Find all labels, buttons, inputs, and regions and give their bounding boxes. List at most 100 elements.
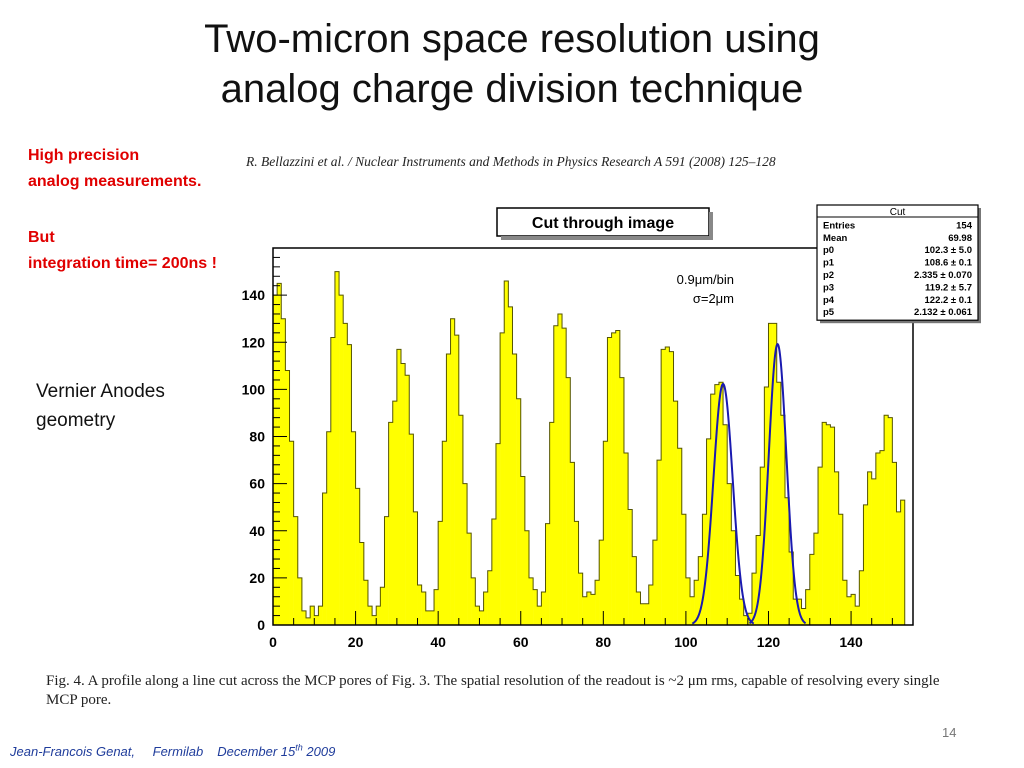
histogram-bin [396, 349, 402, 625]
x-tick-label: 0 [269, 634, 277, 650]
histogram-bin [557, 313, 563, 625]
histogram-bin [450, 318, 455, 625]
histogram-bin [628, 509, 633, 625]
histogram-bin [318, 606, 323, 625]
histogram-bin [285, 370, 290, 625]
histogram-bin [846, 596, 852, 625]
chart-title-box: Cut through image [496, 207, 713, 240]
histogram-bin [743, 615, 749, 625]
title-line-2: analog charge division technique [220, 67, 804, 111]
footer-date: December 15th 2009 [217, 743, 335, 760]
histogram-bin [388, 422, 393, 625]
histogram-bin [776, 382, 782, 625]
histogram-bin [520, 476, 526, 625]
x-tick-label: 100 [674, 634, 698, 650]
histogram-bin [772, 323, 777, 625]
histogram-bin [793, 599, 798, 625]
histogram-bin [681, 514, 687, 625]
note-line-4: integration time= 200ns ! [28, 255, 217, 272]
histogram-bin [623, 452, 629, 625]
histogram-bin [483, 592, 488, 625]
histogram-bin [487, 570, 493, 625]
stats-row-value: 119.2 ± 5.7 [925, 282, 972, 293]
histogram-bin [871, 478, 877, 625]
histogram-bin [301, 610, 307, 625]
histogram-bin [595, 580, 600, 625]
note-integration-time: But integration time= 200ns ! [28, 225, 217, 277]
histogram-bin [471, 577, 476, 625]
vernier-line-2: geometry [36, 410, 116, 431]
histogram-bin [801, 608, 806, 625]
stats-row-key: p0 [823, 245, 834, 256]
histogram-bin [491, 518, 497, 625]
slide-title: Two-micron space resolution using analog… [0, 14, 1024, 114]
histogram-bin [723, 424, 728, 625]
histogram-bin [458, 415, 464, 625]
chart-title-shadow [709, 212, 713, 240]
y-tick-label: 60 [249, 476, 265, 492]
histogram-bin [789, 551, 794, 625]
histogram-bin [339, 295, 344, 625]
histogram-bin [648, 584, 654, 625]
stats-row-value: 2.335 ± 0.070 [914, 270, 972, 281]
x-tick-label: 140 [839, 634, 863, 650]
title-line-1: Two-micron space resolution using [204, 17, 820, 61]
histogram-bin [644, 603, 649, 625]
histogram-bin [694, 580, 699, 625]
histogram-bin [661, 349, 666, 625]
x-tick-label: 40 [430, 634, 446, 650]
y-tick-label: 120 [242, 334, 266, 350]
bin-width-annotation: 0.9μm/bin [677, 272, 734, 287]
histogram-bin [892, 462, 897, 625]
histogram-bin [500, 332, 505, 625]
histogram-bin [512, 354, 517, 625]
stats-row-key: Mean [823, 233, 847, 244]
histogram-bin [277, 283, 282, 625]
histogram-bin [541, 592, 546, 625]
histogram-bin [446, 354, 451, 625]
histogram-bin [636, 592, 641, 625]
histogram-bin [838, 514, 844, 625]
histogram-bin [813, 533, 819, 625]
histogram-bin [421, 592, 427, 625]
y-tick-label: 80 [249, 429, 265, 445]
histogram-bin [376, 606, 381, 625]
histogram-bin [330, 337, 336, 625]
histogram-bin [392, 401, 398, 625]
note-line-3: But [28, 229, 55, 246]
histogram-bin [809, 554, 815, 625]
histogram-bin [281, 318, 286, 625]
stats-row-value: 2.132 ± 0.061 [914, 307, 973, 318]
histogram-bin [896, 511, 901, 625]
histogram-bin [677, 448, 683, 625]
stats-row-key: p3 [823, 282, 834, 293]
histogram-bin [785, 497, 790, 625]
sigma-annotation: σ=2μm [693, 291, 734, 306]
histogram-bin [751, 573, 757, 625]
stats-row-value: 154 [956, 220, 973, 231]
histogram-bin [409, 434, 414, 625]
footer-date-text: December 15 [217, 744, 296, 760]
chart-title-frame [496, 207, 710, 237]
histogram-bin [731, 530, 736, 625]
histogram-bin [508, 306, 513, 625]
stats-row-value: 108.6 ± 0.1 [925, 258, 973, 269]
histogram-bin [718, 382, 724, 625]
vernier-label: Vernier Anodes geometry [36, 377, 165, 435]
page-number: 14 [942, 725, 957, 740]
histogram-bin [475, 606, 480, 625]
histogram-bin [599, 540, 604, 625]
histogram-bin [417, 584, 422, 625]
histogram-bin [355, 488, 360, 625]
histogram-bin [607, 337, 612, 625]
histogram-bin [429, 610, 435, 625]
histogram-bin [822, 422, 827, 625]
histogram-bin [603, 441, 608, 625]
histogram-bin [657, 460, 662, 625]
histogram-bin [384, 516, 389, 625]
histogram-bin [652, 540, 658, 625]
note-line-2: analog measurements. [28, 173, 202, 190]
histogram-bin [562, 328, 567, 625]
histogram-bin [855, 606, 860, 625]
histogram-bin [669, 351, 674, 625]
